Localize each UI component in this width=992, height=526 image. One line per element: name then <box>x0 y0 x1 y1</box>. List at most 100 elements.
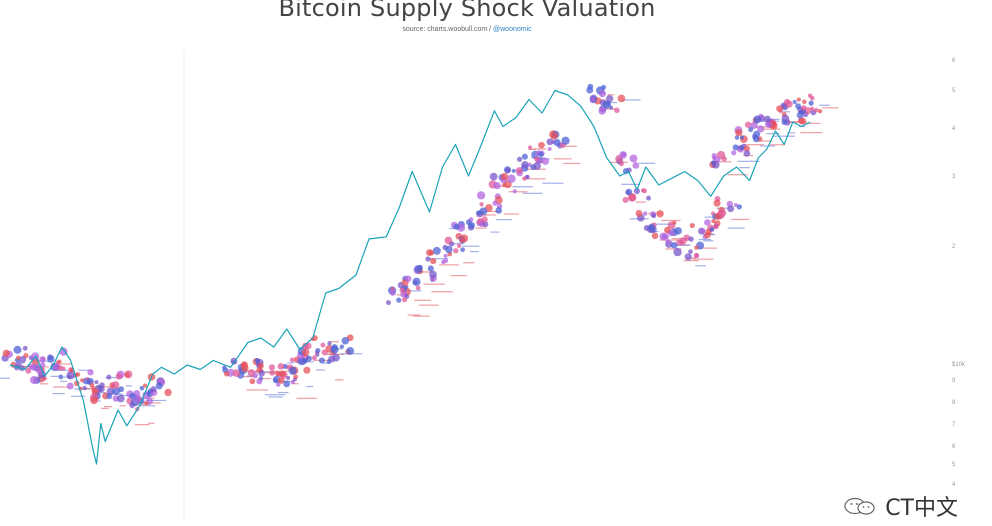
y-tick-label: 8 <box>952 400 956 406</box>
data-point <box>601 84 606 90</box>
source-prefix: source: charts.woobull.com / <box>402 26 494 33</box>
data-point <box>279 370 286 378</box>
annotation-mark <box>448 243 464 245</box>
data-point <box>139 385 145 391</box>
annotation-mark <box>553 158 572 160</box>
data-point <box>414 264 423 274</box>
data-point <box>386 300 391 306</box>
data-point <box>18 356 27 364</box>
annotation-mark <box>528 148 537 151</box>
data-point <box>268 364 275 371</box>
annotation-mark <box>532 148 547 150</box>
data-point <box>550 131 558 140</box>
annotation-mark <box>336 348 343 350</box>
data-point <box>739 135 745 140</box>
watermark-text: CT中文 <box>885 496 958 521</box>
annotation-mark <box>125 385 133 387</box>
data-point <box>90 396 98 405</box>
annotation-mark <box>727 227 745 229</box>
data-point <box>798 117 807 125</box>
data-point <box>282 363 288 369</box>
annotation-mark <box>78 369 91 371</box>
data-point <box>646 195 652 201</box>
data-point <box>327 341 332 346</box>
data-point <box>66 371 75 380</box>
data-point <box>679 240 684 245</box>
annotation-mark <box>761 128 781 130</box>
data-point <box>752 133 758 140</box>
data-point <box>633 187 640 195</box>
annotation-mark <box>419 304 439 306</box>
data-point <box>617 94 626 103</box>
annotation-mark <box>264 394 286 396</box>
annotation-mark <box>450 275 467 277</box>
data-point <box>767 121 773 128</box>
annotation-mark <box>480 210 500 213</box>
data-point <box>792 99 797 105</box>
data-point <box>427 265 434 272</box>
data-point <box>753 115 762 124</box>
annotation-mark <box>439 264 460 266</box>
data-point <box>339 344 345 349</box>
data-point <box>541 157 550 166</box>
annotation-mark <box>542 182 564 184</box>
data-point <box>709 227 715 232</box>
annotation-mark <box>704 216 719 218</box>
annotation-mark <box>334 379 344 381</box>
annotation-mark <box>407 290 422 292</box>
data-point <box>668 230 675 237</box>
data-point <box>711 160 720 169</box>
data-point <box>89 383 95 388</box>
annotation-mark <box>145 399 167 402</box>
data-point <box>22 345 28 351</box>
data-point <box>318 357 325 364</box>
data-point <box>288 366 297 375</box>
data-point <box>731 150 737 156</box>
data-point <box>553 138 561 147</box>
y-tick-label: 7 <box>952 422 956 428</box>
data-point <box>672 220 677 225</box>
data-point <box>493 182 501 190</box>
annotation-mark <box>496 219 512 221</box>
annotation-mark <box>259 378 272 380</box>
data-point <box>276 382 281 387</box>
annotation-mark <box>727 174 748 176</box>
data-point <box>628 193 637 202</box>
data-point <box>87 369 94 376</box>
data-point <box>704 219 711 226</box>
annotation-mark <box>692 258 714 260</box>
annotation-mark <box>683 260 699 262</box>
data-point <box>748 126 754 132</box>
annotation-mark <box>819 104 830 106</box>
annotation-mark <box>138 405 156 407</box>
data-point <box>66 382 74 390</box>
data-point <box>331 344 338 351</box>
source-handle-link[interactable]: @woonomic <box>493 26 532 33</box>
data-point <box>320 342 326 348</box>
data-point <box>500 172 509 181</box>
annotation-mark <box>71 395 86 397</box>
data-point <box>57 365 63 371</box>
data-point <box>155 382 163 390</box>
annotation-mark <box>103 406 113 408</box>
data-point <box>688 236 694 242</box>
annotation-mark <box>560 145 577 147</box>
data-point <box>590 96 596 103</box>
data-point <box>412 277 421 286</box>
data-point <box>286 375 291 380</box>
data-point <box>664 234 669 240</box>
data-point <box>111 381 120 389</box>
data-point <box>57 359 62 364</box>
annotation-mark <box>105 377 122 379</box>
data-point <box>144 401 149 406</box>
data-point <box>222 365 227 370</box>
data-point <box>432 246 441 255</box>
data-point <box>256 378 263 385</box>
data-point <box>91 387 96 392</box>
data-point <box>727 205 735 213</box>
data-point <box>739 145 744 151</box>
data-point <box>673 247 682 257</box>
data-point <box>516 156 523 162</box>
annotation-mark <box>621 183 640 185</box>
